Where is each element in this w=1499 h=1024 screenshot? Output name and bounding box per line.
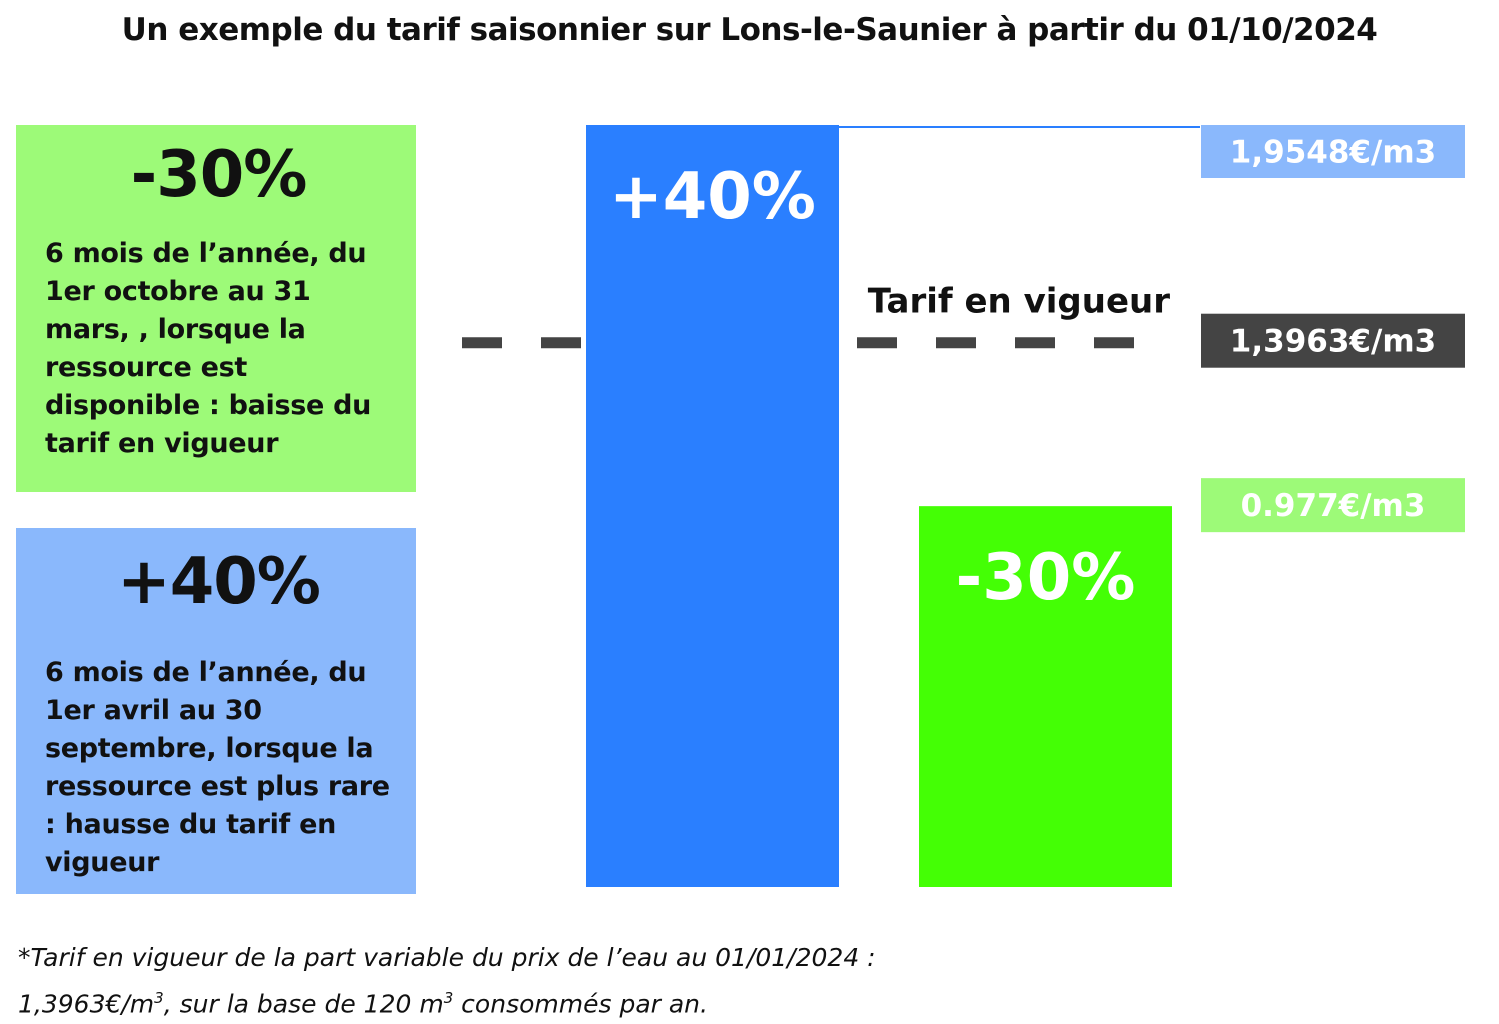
footnote-superscript-1: 3 [154,989,164,1007]
increase-panel: +40% 6 mois de l’année, du 1er avril au … [16,528,416,894]
reference-price-value: 1,3963€/m3 [1230,324,1436,360]
low-price-badge [1201,478,1465,533]
bar-low-season [919,506,1172,887]
bar-high-season-label: +40% [609,160,816,234]
footnote: *Tarif en vigueur de la part variable du… [18,938,1318,1024]
low-price-value: 0.977€/m3 [1241,488,1426,524]
high-price-value: 1,9548€/m3 [1230,135,1436,171]
reference-price-badge [1201,313,1465,368]
bar-high-season [586,125,839,887]
footnote-superscript-2: 3 [443,989,454,1007]
footnote-basis: , sur la base de 120 m [163,989,444,1019]
footnote-end: consommés par an. [453,989,708,1019]
reference-label: Tarif en vigueur [868,282,1171,322]
footnote-line-1: *Tarif en vigueur de la part variable du… [18,943,876,972]
bar-low-season-label: -30% [956,541,1136,615]
high-price-badge [1201,125,1465,178]
increase-panel-description: 6 mois de l’année, du 1er avril au 30 se… [45,657,390,878]
decrease-panel: -30% 6 mois de l’année, du 1er octobre a… [16,125,416,492]
footnote-line-2: 1,3963€/m3, sur la base de 120 m3 consom… [18,978,1318,1024]
decrease-panel-percent: -30% [130,138,308,212]
footnote-price: 1,3963€/m [18,989,155,1019]
increase-panel-percent: +40% [117,545,321,619]
decrease-panel-description: 6 mois de l’année, du 1er octobre au 31 … [45,238,372,459]
chart-title: Un exemple du tarif saisonnier sur Lons-… [121,12,1378,48]
